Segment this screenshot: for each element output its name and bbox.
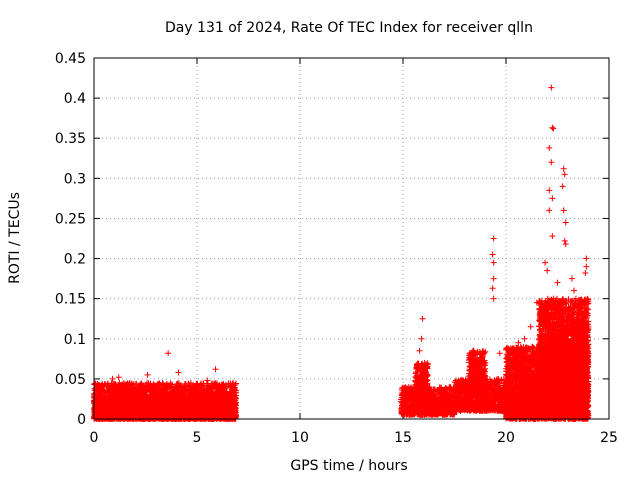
x-tick-label: 20	[497, 430, 515, 446]
chart-title: Day 131 of 2024, Rate Of TEC Index for r…	[165, 20, 533, 36]
y-axis-label: ROTI / TECUs	[7, 192, 23, 284]
data-points	[91, 84, 592, 422]
y-tick-label: 0.3	[64, 171, 86, 187]
x-tick-label: 15	[394, 430, 412, 446]
y-tick-label: 0.2	[64, 252, 86, 268]
y-tick-label: 0.15	[55, 292, 86, 308]
x-tick-label: 5	[193, 430, 202, 446]
y-axis-ticks: 0 0.05 0.1 0.15 0.2 0.25 0.3 0.35 0.4 0.45	[55, 51, 609, 428]
y-tick-label: 0.45	[55, 51, 86, 67]
y-tick-label: 0.1	[64, 332, 86, 348]
x-axis-label: GPS time / hours	[290, 458, 407, 474]
x-tick-label: 10	[291, 430, 309, 446]
y-tick-label: 0	[77, 412, 86, 428]
y-tick-label: 0.4	[64, 91, 86, 107]
y-tick-label: 0.25	[55, 211, 86, 227]
x-tick-label: 0	[90, 430, 99, 446]
y-tick-label: 0.05	[55, 372, 86, 388]
x-axis-ticks: 0 5 10 15 20 25	[90, 58, 618, 446]
y-tick-label: 0.35	[55, 131, 86, 147]
x-tick-label: 25	[600, 430, 618, 446]
